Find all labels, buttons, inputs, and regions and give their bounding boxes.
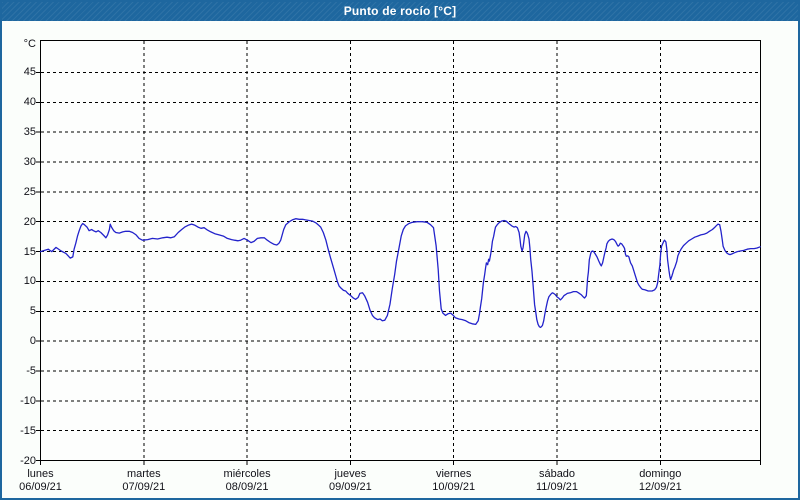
- day-name: martes: [126, 468, 161, 480]
- y-tick-label: 15: [23, 245, 36, 258]
- x-tick-label-jueves: jueves 09/09/21: [302, 468, 398, 494]
- day-date: 11/09/21: [535, 481, 578, 493]
- day-date: 07/09/21: [122, 481, 166, 493]
- y-tick-label: 0: [29, 335, 36, 348]
- y-tick-label: 25: [23, 185, 36, 198]
- day-name: domingo: [639, 468, 682, 480]
- dew-point-plot: [36, 40, 761, 465]
- y-tick-label: 20: [23, 215, 36, 228]
- day-name: miércoles: [223, 468, 271, 480]
- day-date: 06/09/21: [19, 481, 62, 493]
- x-tick-label-domingo: domingo 12/09/21: [612, 468, 708, 494]
- y-tick-label: 40: [23, 96, 36, 109]
- y-tick-label: -15: [20, 424, 36, 437]
- y-axis-unit-label: °C: [23, 38, 36, 50]
- plot-border: [40, 40, 761, 461]
- y-tick-label: -10: [20, 394, 36, 407]
- x-tick-label-lunes: lunes 06/09/21: [2, 468, 89, 494]
- day-date: 08/09/21: [225, 481, 269, 493]
- y-tick-label: -5: [26, 364, 36, 377]
- y-tick-label: 45: [23, 66, 36, 79]
- day-date: 12/09/21: [638, 481, 682, 493]
- day-name: jueves: [334, 468, 367, 480]
- day-date: 10/09/21: [432, 481, 476, 493]
- day-name: lunes: [27, 468, 54, 480]
- y-tick-label: 30: [23, 156, 36, 169]
- y-tick-label: 5: [29, 305, 36, 318]
- chart-title: Punto de rocío [°C]: [343, 4, 457, 18]
- series-punto_de_rocio: [39, 218, 761, 329]
- day-date: 09/09/21: [328, 481, 372, 493]
- y-tick-label: -20: [20, 454, 36, 467]
- x-tick-label-miércoles: miércoles 08/09/21: [199, 468, 295, 494]
- chart-title-bar: Punto de rocío [°C]: [2, 2, 798, 21]
- x-tick-label-sábado: sábado 11/09/21: [509, 468, 605, 494]
- y-tick-label: 35: [23, 126, 36, 139]
- x-tick-label-viernes: viernes 10/09/21: [406, 468, 502, 494]
- x-tick-label-martes: martes 07/09/21: [96, 468, 192, 494]
- day-name: sábado: [538, 468, 576, 480]
- day-name: viernes: [435, 468, 472, 480]
- y-tick-label: 10: [23, 275, 36, 288]
